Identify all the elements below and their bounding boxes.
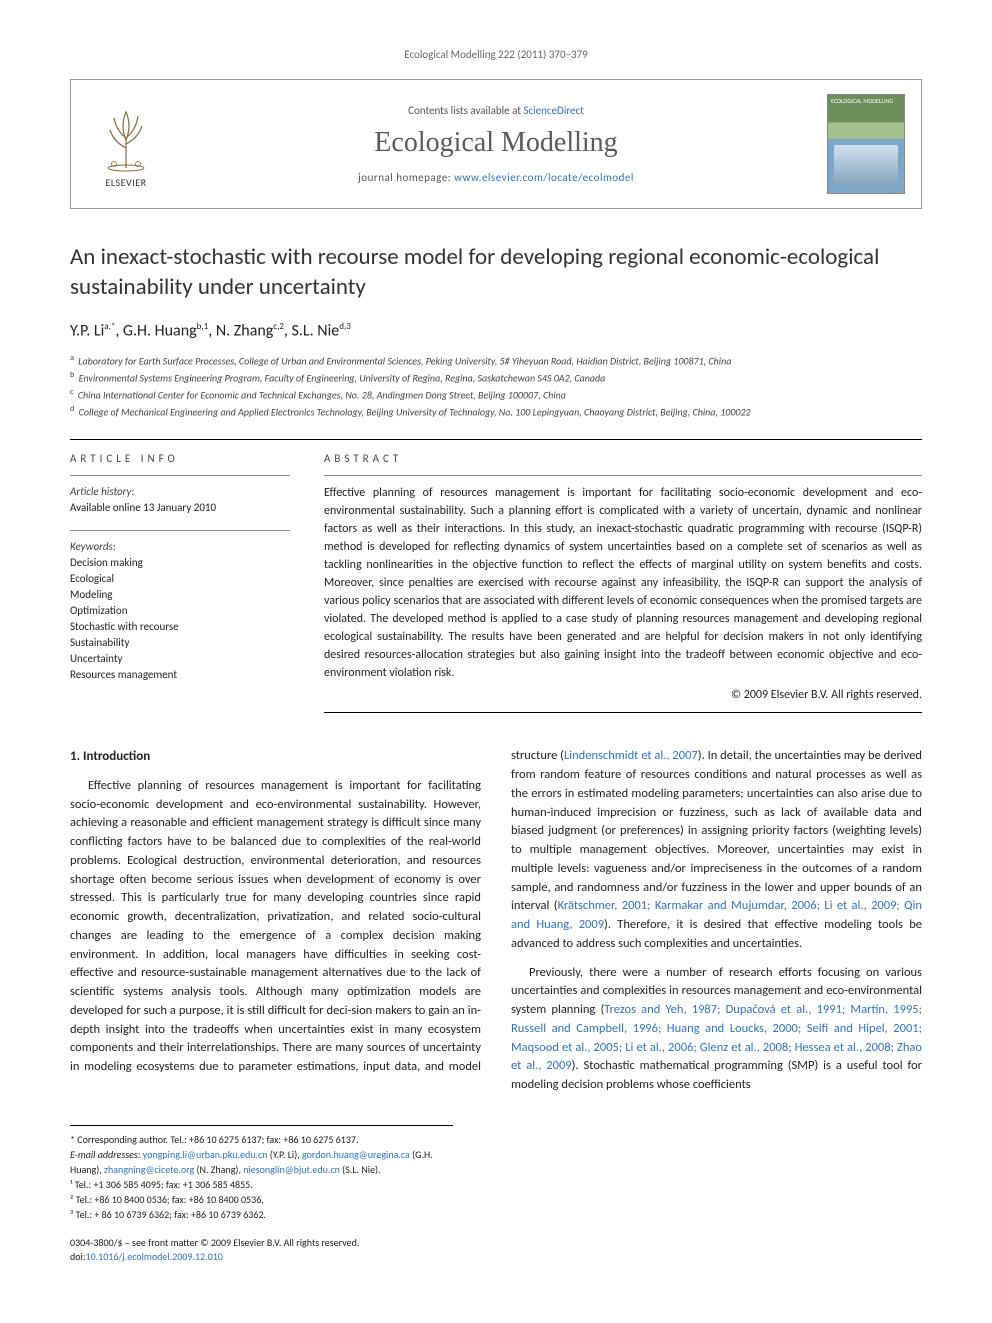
footnote-line: ³ Tel.: + 86 10 6739 6362; fax: +86 10 6… [70,1207,453,1222]
body-text: ). Stochastic mathematical programming (… [511,1058,922,1092]
history-label: Article history: [70,484,290,500]
contents-prefix: Contents lists available at [408,104,523,117]
article-title: An inexact-stochastic with recourse mode… [70,243,922,303]
phone-footnotes: ¹ Tel.: +1 306 585 4095; fax: +1 306 585… [70,1177,453,1222]
email-owner: (S.L. Nie). [340,1163,381,1176]
keyword: Sustainability [70,635,290,651]
cover-label: ECOLOGICAL MODELLING [831,97,893,105]
journal-cover-thumbnail: ECOLOGICAL MODELLING [827,94,905,194]
body-text: Effective planning of resources manageme… [70,778,481,1018]
contents-line: Contents lists available at ScienceDirec… [185,104,807,117]
section-heading: 1. Introduction [70,747,481,767]
journal-homepage: journal homepage: www.elsevier.com/locat… [185,171,807,184]
email-link[interactable]: niesonglin@bjut.edu.cn [243,1163,340,1176]
keyword: Ecological [70,571,290,587]
email-owner: (Y.P. Li), [267,1148,302,1161]
keyword: Optimization [70,603,290,619]
sciencedirect-link[interactable]: ScienceDirect [523,104,583,117]
article-info-heading: ARTICLE INFO [70,452,290,465]
doi-label: doi: [70,1250,86,1263]
keyword: Stochastic with recourse [70,619,290,635]
publisher-logo: ELSEVIER [87,99,165,189]
article-history-block: Article history: Available online 13 Jan… [70,475,290,516]
email-label: E-mail addresses: [70,1148,141,1161]
citation-link[interactable]: Lindenschmidt et al., 2007 [564,748,698,763]
body-columns: 1. Introduction Effective planning of re… [70,747,922,1095]
footnote-line: ² Tel.: +86 10 8400 0536; fax: +86 10 84… [70,1192,453,1207]
affiliation-line: b Environmental Systems Engineering Prog… [70,369,922,386]
doi-link[interactable]: 10.1016/j.ecolmodel.2009.12.010 [86,1250,223,1263]
affiliation-line: a Laboratory for Earth Surface Processes… [70,352,922,369]
publisher-name: ELSEVIER [105,176,146,189]
keyword: Resources management [70,667,290,683]
affiliations: a Laboratory for Earth Surface Processes… [70,352,922,419]
email-link[interactable]: yongping.li@urban.pku.edu.cn [143,1148,268,1161]
elsevier-tree-icon [96,108,156,172]
doi-line: doi:10.1016/j.ecolmodel.2009.12.010 [70,1250,922,1264]
footnotes: * Corresponding author. Tel.: +86 10 627… [70,1125,453,1222]
front-matter: 0304-3800/$ – see front matter © 2009 El… [70,1236,922,1264]
keywords-block: Keywords: Decision makingEcologicalModel… [70,530,290,682]
email-owner: (N. Zhang), [194,1163,243,1176]
running-head: Ecological Modelling 222 (2011) 370–379 [70,48,922,61]
keywords-list: Decision makingEcologicalModelingOptimiz… [70,555,290,683]
abstract-heading: ABSTRACT [324,452,922,465]
keywords-label: Keywords: [70,539,290,555]
homepage-link[interactable]: www.elsevier.com/locate/ecolmodel [454,171,634,184]
keyword: Uncertainty [70,651,290,667]
keyword: Decision making [70,555,290,571]
issn-line: 0304-3800/$ – see front matter © 2009 El… [70,1236,922,1250]
footnote-line: ¹ Tel.: +1 306 585 4095; fax: +1 306 585… [70,1177,453,1192]
abstract-text: Effective planning of resources manageme… [324,475,922,682]
body-text: ). In detail, the uncertainties may be d… [511,748,922,913]
abstract-copyright: © 2009 Elsevier B.V. All rights reserved… [324,688,922,713]
corresponding-author: * Corresponding author. Tel.: +86 10 627… [70,1132,453,1147]
keyword: Modeling [70,587,290,603]
journal-header-box: ELSEVIER Contents lists available at Sci… [70,79,922,209]
history-text: Available online 13 January 2010 [70,500,290,516]
affiliation-line: c China International Center for Economi… [70,386,922,403]
author-list: Y.P. Lia,*, G.H. Huangb,1, N. Zhangc,2, … [70,321,922,340]
homepage-prefix: journal homepage: [358,171,454,184]
body-paragraph: Previously, there were a number of resea… [511,964,922,1095]
affiliation-line: d College of Mechanical Engineering and … [70,403,922,420]
email-link[interactable]: zhangning@cicete.org [104,1163,194,1176]
journal-title: Ecological Modelling [185,127,807,159]
email-link[interactable]: gordon.huang@uregina.ca [302,1148,410,1161]
email-addresses: E-mail addresses: yongping.li@urban.pku.… [70,1147,453,1177]
